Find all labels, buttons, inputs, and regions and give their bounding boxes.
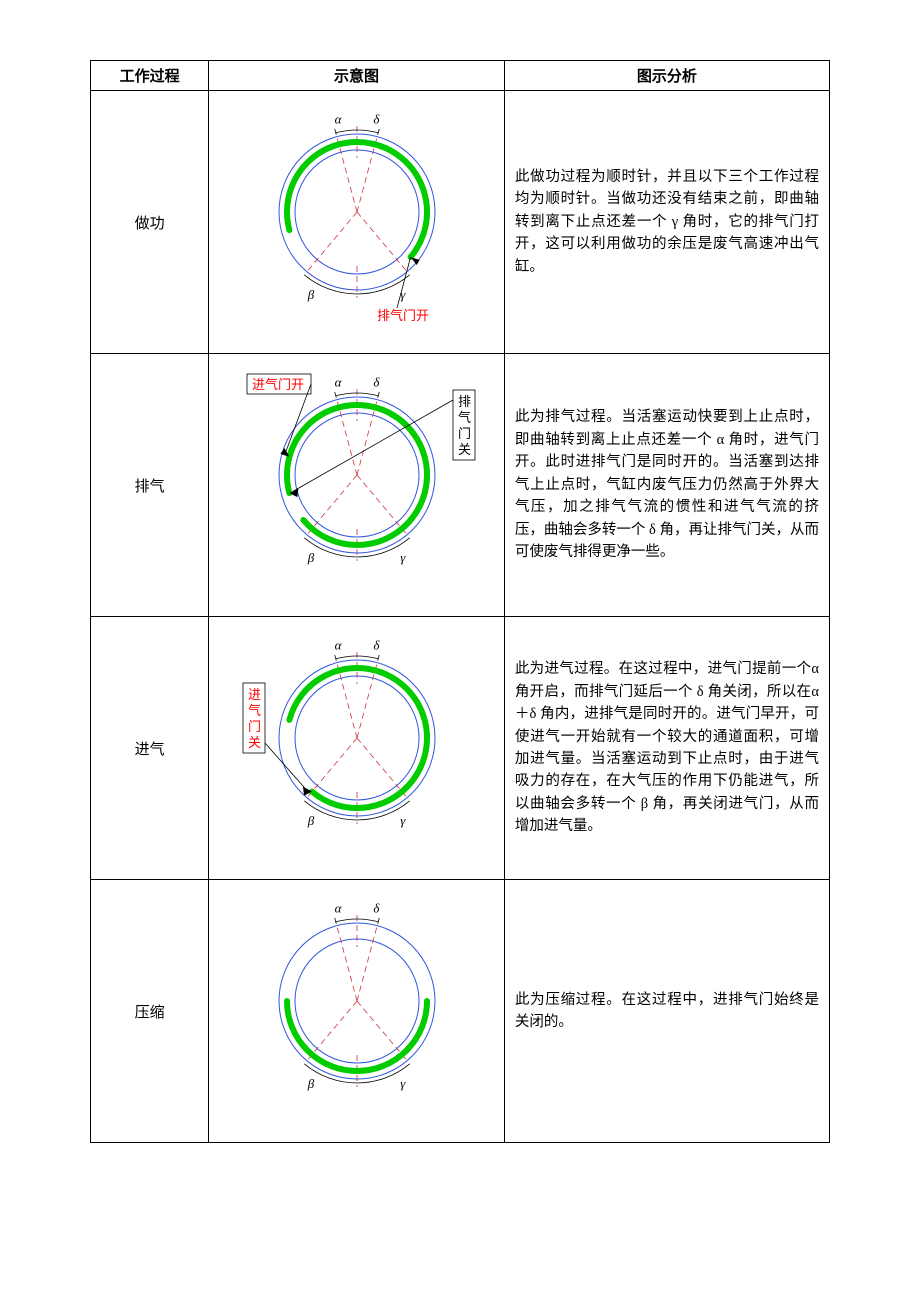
engine-stroke-table: 工作过程 示意图 图示分析 做功 α δ β γ 排气门开 此做功过程为顺时针，并且以下三个… xyxy=(90,60,830,1143)
svg-text:γ: γ xyxy=(400,1076,406,1091)
svg-text:δ: δ xyxy=(373,638,380,653)
analysis-text: 此为进气过程。在这过程中，进气门提前一个α角开启，而排气门延后一个 δ 角关闭，… xyxy=(504,617,829,880)
svg-text:气: 气 xyxy=(248,703,261,718)
process-name: 排气 xyxy=(91,354,209,617)
svg-text:δ: δ xyxy=(373,112,380,127)
svg-text:门: 门 xyxy=(248,719,261,734)
analysis-text: 此做功过程为顺时针，并且以下三个工作过程均为顺时针。当做功还没有结束之前，即曲轴… xyxy=(504,91,829,354)
svg-text:排: 排 xyxy=(458,394,471,409)
svg-text:气: 气 xyxy=(458,410,471,425)
table-row: 压缩 α δ β γ 此为压缩过程。在这过程中，进排气门始终是关闭的。 xyxy=(91,880,830,1143)
header-process: 工作过程 xyxy=(91,61,209,91)
svg-text:γ: γ xyxy=(400,813,406,828)
process-name: 压缩 xyxy=(91,880,209,1143)
svg-text:β: β xyxy=(306,813,314,828)
process-name: 进气 xyxy=(91,617,209,880)
svg-text:α: α xyxy=(334,901,342,916)
valve-timing-diagram: α δ β γ xyxy=(209,880,505,1143)
svg-text:β: β xyxy=(306,287,314,302)
valve-timing-diagram: α δ β γ 进气门开排气门关 xyxy=(209,354,505,617)
valve-timing-diagram: α δ β γ 排气门开 xyxy=(209,91,505,354)
valve-timing-diagram: α δ β γ 进气门关 xyxy=(209,617,505,880)
svg-text:γ: γ xyxy=(400,550,406,565)
svg-text:δ: δ xyxy=(373,375,380,390)
svg-text:进气门开: 进气门开 xyxy=(252,377,304,392)
analysis-text: 此为排气过程。当活塞运动快要到上止点时，即曲轴转到离上止点还差一个 α 角时，进… xyxy=(504,354,829,617)
process-name: 做功 xyxy=(91,91,209,354)
svg-text:β: β xyxy=(306,550,314,565)
svg-text:α: α xyxy=(334,112,342,127)
svg-text:α: α xyxy=(334,638,342,653)
svg-text:关: 关 xyxy=(248,735,261,750)
svg-text:门: 门 xyxy=(458,426,471,441)
svg-text:δ: δ xyxy=(373,901,380,916)
header-analysis: 图示分析 xyxy=(504,61,829,91)
svg-text:进: 进 xyxy=(248,687,261,702)
svg-text:β: β xyxy=(306,1076,314,1091)
svg-text:排气门开: 排气门开 xyxy=(377,308,429,323)
svg-text:α: α xyxy=(334,375,342,390)
table-row: 进气αδβγ进气门关此为进气过程。在这过程中，进气门提前一个α角开启，而排气门延… xyxy=(91,617,830,880)
svg-text:关: 关 xyxy=(458,442,471,457)
svg-text:γ: γ xyxy=(400,287,406,302)
table-row: 做功 α δ β γ 排气门开 此做功过程为顺时针，并且以下三个工作过程均为顺时针。当做功还… xyxy=(91,91,830,354)
analysis-text: 此为压缩过程。在这过程中，进排气门始终是关闭的。 xyxy=(504,880,829,1143)
table-row: 排气αδβγ进气门开排气门关此为排气过程。当活塞运动快要到上止点时，即曲轴转到离… xyxy=(91,354,830,617)
header-diagram: 示意图 xyxy=(209,61,505,91)
